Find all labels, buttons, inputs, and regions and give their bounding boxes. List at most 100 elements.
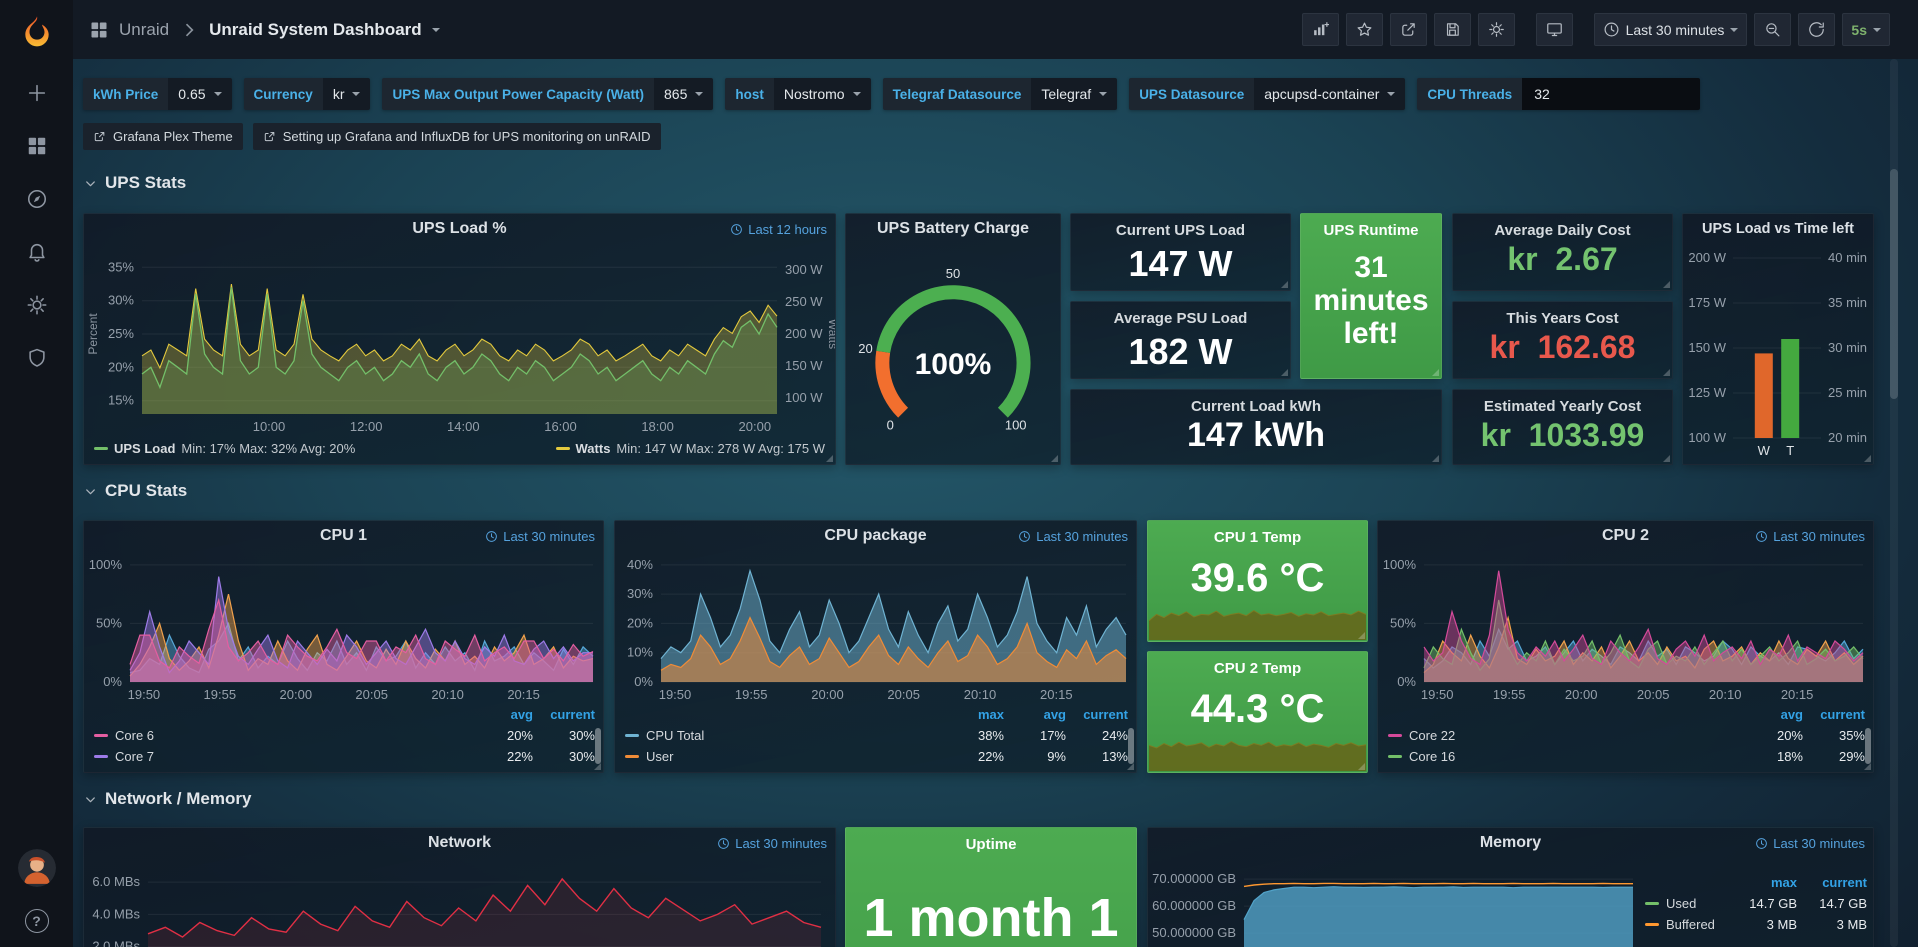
series-color-dash — [1388, 734, 1402, 737]
zoom-out-time-button[interactable] — [1754, 13, 1792, 46]
section-ups-stats[interactable]: UPS Stats — [83, 173, 186, 193]
top-bar: Unraid Unraid System Dashboard — [73, 0, 1918, 59]
panel-resize-handle[interactable] — [1127, 763, 1134, 770]
panel-resize-handle[interactable] — [1432, 369, 1439, 376]
grafana-logo[interactable] — [16, 12, 58, 54]
legend-col-avg[interactable]: avg — [1043, 707, 1066, 722]
sidebar-item-explore[interactable] — [24, 186, 50, 212]
panel-title[interactable]: CPU 2 — [1601, 527, 1650, 544]
panel-title[interactable]: CPU 1 — [319, 527, 368, 544]
user-avatar[interactable] — [17, 849, 56, 887]
cycle-view-mode-button[interactable] — [1535, 13, 1573, 46]
variable-value-dropdown[interactable]: 865 — [654, 78, 714, 110]
variable-value-dropdown[interactable]: Nostromo — [773, 78, 871, 110]
dashboard-settings-button[interactable] — [1477, 13, 1515, 46]
sidebar-item-create[interactable] — [24, 80, 50, 106]
apps-grid-icon[interactable] — [89, 20, 109, 40]
legend-scrollbar[interactable] — [1865, 728, 1871, 764]
stat-title[interactable]: This Years Cost — [1506, 310, 1619, 327]
panel-resize-handle[interactable] — [1358, 632, 1365, 639]
svg-text:200 W: 200 W — [1688, 250, 1726, 265]
panel-resize-handle[interactable] — [1663, 455, 1670, 462]
variable-value-dropdown[interactable]: kr — [322, 78, 371, 110]
panel-header[interactable]: Network Last 30 minutes — [84, 828, 835, 858]
legend-item-watts[interactable]: Watts Min: 147 W Max: 278 W Avg: 175 W — [555, 441, 825, 456]
panel-header[interactable]: CPU 1 Last 30 minutes — [84, 521, 603, 551]
panel-resize-handle[interactable] — [1663, 369, 1670, 376]
panel-resize-handle[interactable] — [594, 763, 601, 770]
sidebar-item-server-admin[interactable] — [24, 345, 50, 371]
panel-resize-handle[interactable] — [1281, 369, 1288, 376]
panel-header[interactable]: UPS Load vs Time left — [1683, 214, 1873, 244]
panel-header[interactable]: CPU 2 Last 30 minutes — [1378, 521, 1873, 551]
panel-title[interactable]: UPS Load vs Time left — [1701, 221, 1855, 237]
clock-icon — [718, 837, 730, 849]
panel-title[interactable]: Memory — [1479, 834, 1542, 851]
panel-resize-handle[interactable] — [1864, 763, 1871, 770]
panel-resize-handle[interactable] — [1051, 455, 1058, 462]
legend-scrollbar[interactable] — [1128, 728, 1134, 764]
legend-col-current[interactable]: current — [1820, 707, 1865, 722]
save-dashboard-button[interactable] — [1433, 13, 1471, 46]
add-panel-button[interactable] — [1301, 13, 1339, 46]
star-dashboard-button[interactable] — [1345, 13, 1383, 46]
panel-title[interactable]: UPS Battery Charge — [876, 220, 1030, 237]
legend-col-current[interactable]: current — [1822, 875, 1867, 890]
sidebar-item-alerting[interactable] — [24, 239, 50, 265]
refresh-interval-picker[interactable]: 5s — [1842, 13, 1890, 46]
page-scrollbar-track[interactable] — [1890, 59, 1898, 947]
help-icon[interactable]: ? — [24, 909, 49, 933]
panel-resize-handle[interactable] — [1358, 763, 1365, 770]
panel-header[interactable]: Memory Last 30 minutes — [1148, 828, 1873, 858]
svg-text:4.0 MBs: 4.0 MBs — [92, 906, 140, 921]
sidebar-item-dashboards[interactable] — [24, 133, 50, 159]
section-network-memory[interactable]: Network / Memory — [83, 789, 251, 809]
panel-title[interactable]: UPS Load % — [412, 220, 507, 237]
panel-resize-handle[interactable] — [1281, 281, 1288, 288]
panel-resize-handle[interactable] — [1864, 455, 1871, 462]
stat-title[interactable]: CPU 2 Temp — [1213, 660, 1302, 677]
panel-resize-handle[interactable] — [826, 455, 833, 462]
panel-header[interactable]: UPS Load % Last 12 hours — [84, 214, 835, 244]
variable-value-dropdown[interactable]: apcupsd-container — [1254, 78, 1406, 110]
stat-title[interactable]: UPS Runtime — [1323, 222, 1419, 239]
variable-value-dropdown[interactable]: Telegraf — [1031, 78, 1118, 110]
legend-col-avg[interactable]: avg — [1780, 707, 1803, 722]
legend-col-current[interactable]: current — [550, 707, 595, 722]
stat-title[interactable]: Current Load kWh — [1191, 398, 1321, 415]
breadcrumb-folder[interactable]: Unraid — [119, 19, 170, 39]
stat-title[interactable]: CPU 1 Temp — [1213, 529, 1302, 546]
svg-text:300 W: 300 W — [785, 262, 823, 277]
panel-header[interactable]: UPS Battery Charge — [846, 214, 1060, 244]
svg-text:0%: 0% — [1397, 674, 1416, 689]
legend-col-current[interactable]: current — [1083, 707, 1128, 722]
dashboard-link-plex-theme[interactable]: Grafana Plex Theme — [83, 123, 243, 150]
stat-title[interactable]: Current UPS Load — [1115, 222, 1246, 239]
page-scrollbar-thumb[interactable] — [1890, 169, 1898, 399]
legend-item-ups-load[interactable]: UPS Load Min: 17% Max: 32% Avg: 20% — [94, 441, 355, 456]
dashboard-link-ups-guide[interactable]: Setting up Grafana and InfluxDB for UPS … — [252, 123, 661, 150]
time-range-picker[interactable]: Last 30 minutes — [1593, 13, 1748, 46]
legend-scrollbar[interactable] — [595, 728, 601, 764]
sidebar-item-configuration[interactable] — [24, 292, 50, 318]
legend-col-avg[interactable]: avg — [510, 707, 533, 722]
svg-text:20%: 20% — [627, 615, 653, 630]
legend-col-max[interactable]: max — [1770, 875, 1797, 890]
panel-title[interactable]: Network — [427, 834, 492, 851]
variable-value-dropdown[interactable]: 0.65 — [168, 78, 232, 110]
svg-text:10:00: 10:00 — [253, 419, 286, 434]
stat-title[interactable]: Average PSU Load — [1113, 310, 1248, 327]
legend-col-max[interactable]: max — [977, 707, 1004, 722]
refresh-button[interactable] — [1798, 13, 1836, 46]
cpu-threads-input[interactable]: 32 — [1522, 78, 1701, 110]
share-dashboard-button[interactable] — [1389, 13, 1427, 46]
panel-resize-handle[interactable] — [1432, 455, 1439, 462]
dashboard-title[interactable]: Unraid System Dashboard — [209, 19, 422, 39]
stat-title[interactable]: Estimated Yearly Cost — [1483, 398, 1642, 415]
section-cpu-stats[interactable]: CPU Stats — [83, 481, 187, 501]
stat-title[interactable]: Uptime — [965, 836, 1017, 853]
panel-header[interactable]: CPU package Last 30 minutes — [615, 521, 1136, 551]
stat-title[interactable]: Average Daily Cost — [1494, 222, 1631, 239]
panel-title[interactable]: CPU package — [824, 527, 927, 544]
panel-resize-handle[interactable] — [1663, 281, 1670, 288]
